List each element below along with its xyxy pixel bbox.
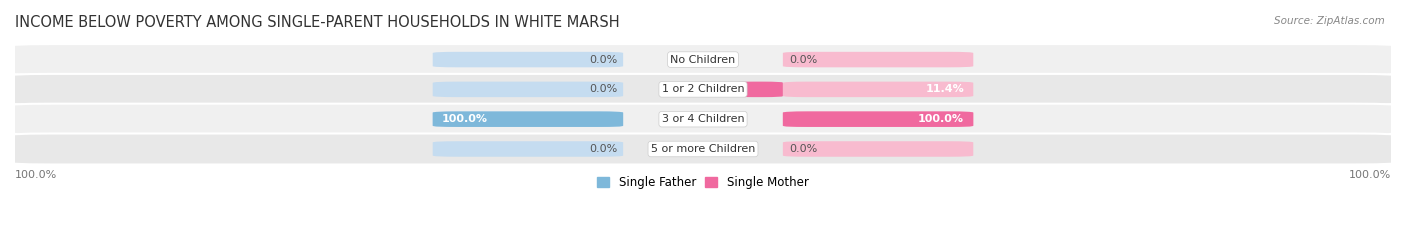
Text: 100.0%: 100.0% [918, 114, 965, 124]
FancyBboxPatch shape [3, 104, 1403, 135]
Text: 1 or 2 Children: 1 or 2 Children [662, 84, 744, 94]
Text: 100.0%: 100.0% [1348, 171, 1391, 180]
Text: Source: ZipAtlas.com: Source: ZipAtlas.com [1274, 16, 1385, 26]
FancyBboxPatch shape [433, 82, 623, 97]
Text: 0.0%: 0.0% [589, 84, 617, 94]
FancyBboxPatch shape [783, 111, 973, 127]
Text: 0.0%: 0.0% [789, 144, 817, 154]
Text: 0.0%: 0.0% [589, 55, 617, 65]
Legend: Single Father, Single Mother: Single Father, Single Mother [593, 171, 813, 194]
Text: 3 or 4 Children: 3 or 4 Children [662, 114, 744, 124]
Text: 0.0%: 0.0% [789, 55, 817, 65]
FancyBboxPatch shape [433, 52, 623, 67]
FancyBboxPatch shape [3, 74, 1403, 105]
FancyBboxPatch shape [3, 134, 1403, 164]
Text: INCOME BELOW POVERTY AMONG SINGLE-PARENT HOUSEHOLDS IN WHITE MARSH: INCOME BELOW POVERTY AMONG SINGLE-PARENT… [15, 15, 620, 30]
Text: 100.0%: 100.0% [15, 171, 58, 180]
Text: No Children: No Children [671, 55, 735, 65]
FancyBboxPatch shape [783, 111, 973, 127]
Text: 5 or more Children: 5 or more Children [651, 144, 755, 154]
FancyBboxPatch shape [783, 141, 973, 157]
FancyBboxPatch shape [734, 82, 783, 97]
FancyBboxPatch shape [433, 111, 623, 127]
FancyBboxPatch shape [433, 141, 623, 157]
FancyBboxPatch shape [3, 44, 1403, 75]
Text: 100.0%: 100.0% [441, 114, 488, 124]
FancyBboxPatch shape [783, 52, 973, 67]
FancyBboxPatch shape [783, 82, 973, 97]
Text: 11.4%: 11.4% [925, 84, 965, 94]
Text: 0.0%: 0.0% [589, 144, 617, 154]
FancyBboxPatch shape [433, 111, 623, 127]
